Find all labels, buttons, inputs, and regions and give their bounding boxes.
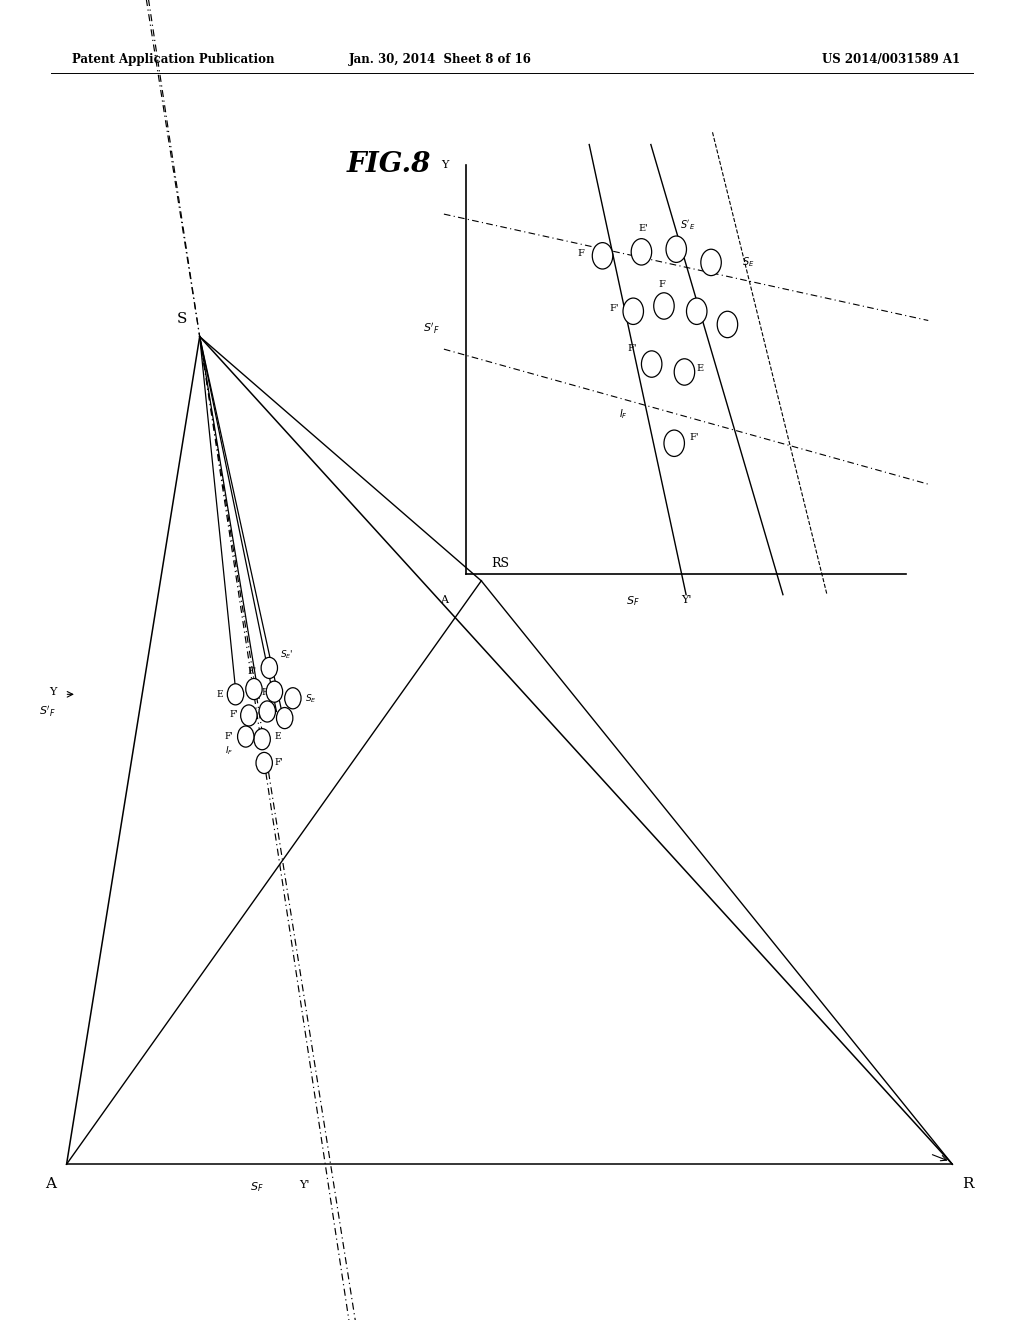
Text: Jan. 30, 2014  Sheet 8 of 16: Jan. 30, 2014 Sheet 8 of 16 [349,53,531,66]
Text: F: F [261,688,267,697]
Text: Y': Y' [299,1180,310,1191]
Text: S: S [177,312,187,326]
Text: Patent Application Publication: Patent Application Publication [72,53,274,66]
Text: $S'_F$: $S'_F$ [423,321,439,337]
Circle shape [261,657,278,678]
Circle shape [653,293,674,319]
Circle shape [641,351,662,378]
Text: E': E' [639,224,648,234]
Text: $S'_E$: $S'_E$ [680,218,695,232]
Text: FIG.8: FIG.8 [347,152,431,178]
Text: F': F' [689,433,699,442]
Text: F': F' [274,759,284,767]
Text: Y: Y [441,160,449,170]
Text: $S_F$: $S_F$ [250,1180,264,1193]
Circle shape [259,701,275,722]
Text: E: E [217,690,223,698]
Text: F: F [578,248,584,257]
Text: E: E [696,363,703,372]
Text: F': F' [229,710,239,718]
Text: A: A [440,594,449,605]
Text: RS: RS [492,557,510,570]
Text: E: E [274,733,281,741]
Circle shape [238,726,254,747]
Text: F': F' [609,304,618,313]
Circle shape [276,708,293,729]
Circle shape [674,359,694,385]
Text: $S_E$: $S_E$ [741,256,755,269]
Text: Y': Y' [681,594,691,605]
Text: US 2014/0031589 A1: US 2014/0031589 A1 [822,53,959,66]
Circle shape [241,705,257,726]
Text: F: F [658,280,666,289]
Circle shape [285,688,301,709]
Circle shape [666,236,686,263]
Circle shape [254,729,270,750]
Circle shape [700,249,721,276]
Text: $S_E$: $S_E$ [305,692,316,705]
Text: $S_F$: $S_F$ [627,594,640,609]
Circle shape [256,752,272,774]
Circle shape [246,678,262,700]
Circle shape [717,312,737,338]
Circle shape [592,243,612,269]
Circle shape [664,430,684,457]
Text: A: A [45,1177,56,1192]
Circle shape [623,298,643,325]
Text: R: R [963,1177,974,1192]
Circle shape [227,684,244,705]
Text: $S_E$': $S_E$' [280,648,293,661]
Circle shape [266,681,283,702]
Circle shape [631,239,651,265]
Text: E': E' [248,667,256,676]
Text: Y: Y [49,686,56,697]
Text: $I_F$: $I_F$ [620,408,628,421]
Text: F': F' [224,733,233,741]
Text: $I_F$: $I_F$ [225,744,233,758]
Text: F': F' [628,343,637,352]
Text: $S'_F$: $S'_F$ [39,704,56,719]
Circle shape [686,298,707,325]
